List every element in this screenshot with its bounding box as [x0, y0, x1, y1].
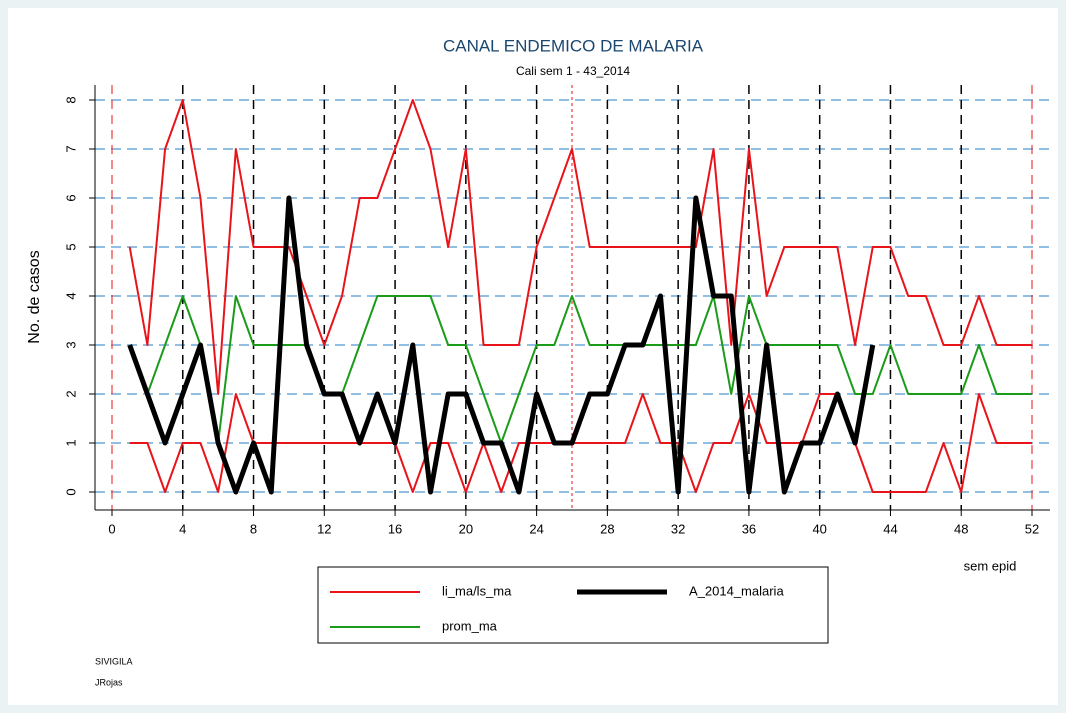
y-tick-label: 5 [63, 243, 78, 250]
y-tick-label: 0 [63, 488, 78, 495]
y-tick-label: 6 [63, 194, 78, 201]
y-axis-label: No. de casos [26, 250, 43, 343]
x-tick-label: 44 [883, 521, 897, 536]
x-tick-label: 0 [108, 521, 115, 536]
legend-label: A_2014_malaria [689, 583, 784, 598]
series-line [127, 195, 876, 495]
y-tick-label: 3 [63, 341, 78, 348]
x-axis-label: sem epid [964, 558, 1017, 573]
y-tick-label: 2 [63, 390, 78, 397]
note: JRojas [95, 677, 123, 687]
note: SIVIGILA [95, 656, 133, 666]
x-tick-label: 48 [954, 521, 968, 536]
x-tick-label: 8 [250, 521, 257, 536]
x-tick-label: 20 [459, 521, 473, 536]
x-tick-label: 4 [179, 521, 186, 536]
x-tick-label: 16 [388, 521, 402, 536]
x-tick-label: 28 [600, 521, 614, 536]
y-tick-label: 7 [63, 145, 78, 152]
x-tick-label: 36 [742, 521, 756, 536]
x-tick-label: 24 [529, 521, 543, 536]
y-tick-label: 1 [63, 439, 78, 446]
band-lower-line [129, 393, 1032, 493]
chart-subtitle: Cali sem 1 - 43_2014 [516, 64, 630, 78]
legend-box [317, 566, 829, 644]
legend-label: prom_ma [442, 618, 498, 633]
y-tick-label: 8 [63, 96, 78, 103]
x-tick-label: 32 [671, 521, 685, 536]
y-tick-label: 4 [63, 292, 78, 299]
chart-title: CANAL ENDEMICO DE MALARIA [443, 36, 704, 55]
x-tick-label: 52 [1025, 521, 1039, 536]
legend-label: li_ma/ls_ma [442, 583, 512, 598]
x-tick-label: 40 [812, 521, 826, 536]
x-tick-label: 12 [317, 521, 331, 536]
band-upper-line [128, 99, 1032, 395]
